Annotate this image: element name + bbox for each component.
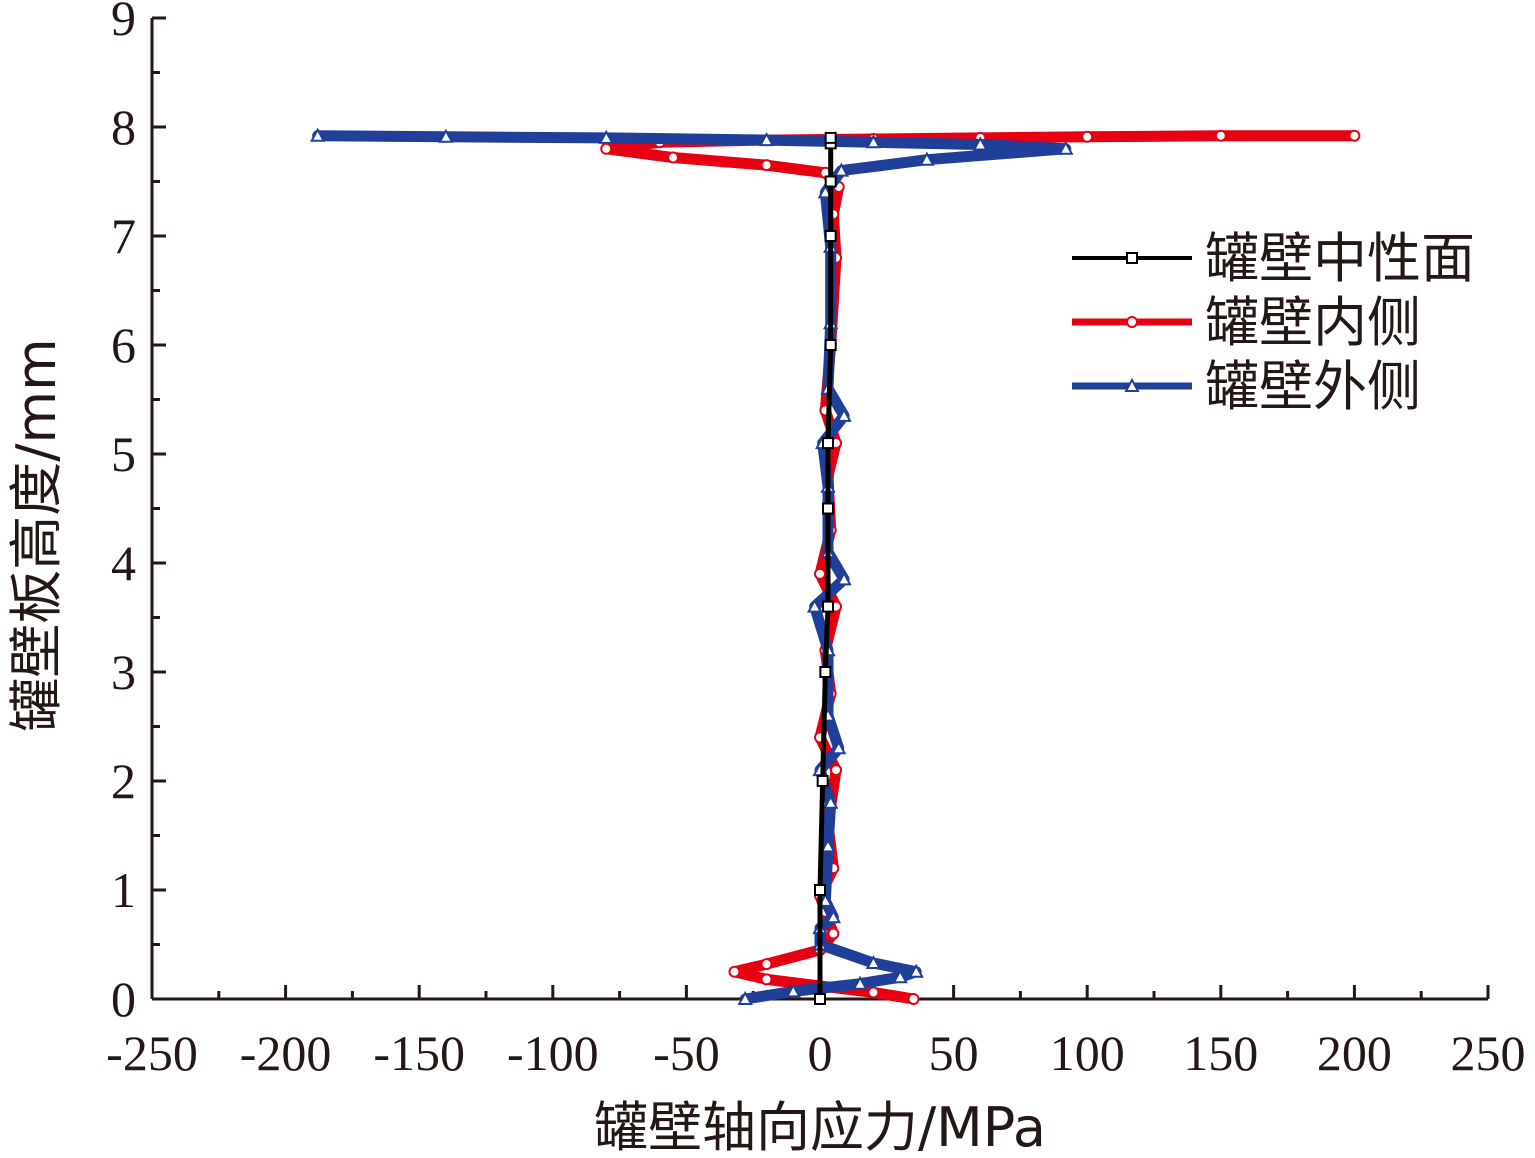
data-point <box>760 159 773 172</box>
data-point <box>598 129 614 144</box>
data-point <box>865 134 882 149</box>
data-point <box>760 958 773 971</box>
data-point <box>919 151 935 166</box>
x-tick-label: -150 <box>373 1025 465 1081</box>
legend-item: 罐壁外侧 <box>1072 355 1421 418</box>
y-tick-label: 0 <box>111 971 136 1027</box>
x-tick-label: 50 <box>929 1025 979 1081</box>
data-point <box>1058 140 1074 155</box>
x-tick-label: 0 <box>808 1025 833 1081</box>
data-point <box>820 838 836 853</box>
y-tick-label: 6 <box>111 317 136 373</box>
data-point <box>892 969 908 984</box>
series-line <box>312 130 1072 1005</box>
y-tick-label: 3 <box>111 644 136 700</box>
data-point <box>908 963 924 978</box>
x-tick-label: -50 <box>653 1025 720 1081</box>
data-point <box>825 909 842 924</box>
data-point <box>814 993 826 1005</box>
x-tick-label: 150 <box>1183 1025 1258 1081</box>
y-tick-label: 9 <box>111 0 136 46</box>
axes: -250 -200 -150 -100 -50 0 50 100 150 200 250 0 1 2 3 4 5… <box>106 0 1525 1081</box>
y-tick-label: 8 <box>111 99 136 155</box>
x-tick-label: -250 <box>106 1025 198 1081</box>
y-tick-label: 4 <box>111 535 136 591</box>
data-point <box>785 983 801 998</box>
data-point <box>758 131 775 147</box>
legend-marker <box>1124 377 1140 392</box>
legend-label: 罐壁中性面 <box>1205 227 1475 290</box>
series-layer <box>309 127 1361 1005</box>
data-point <box>737 990 753 1005</box>
legend-marker <box>1126 316 1138 328</box>
data-point <box>824 339 837 351</box>
legend-label: 罐壁内侧 <box>1205 291 1421 354</box>
data-point <box>831 740 847 755</box>
data-point <box>823 794 839 809</box>
series-line <box>817 135 834 1002</box>
y-tick-label: 1 <box>111 862 136 918</box>
data-point <box>852 975 868 990</box>
y-axis-title: 罐壁板高度/mm <box>5 338 68 731</box>
data-point <box>836 571 852 586</box>
x-tick-label: -100 <box>507 1025 599 1081</box>
data-point <box>309 127 326 142</box>
data-point <box>822 600 835 613</box>
data-point <box>1348 129 1361 142</box>
legend-marker <box>1126 252 1138 264</box>
y-tick-label: 2 <box>111 753 136 809</box>
data-point <box>760 973 773 986</box>
data-point <box>836 407 852 422</box>
data-point <box>907 993 920 1005</box>
series-1 <box>814 131 837 1005</box>
x-tick-label: 100 <box>1050 1025 1125 1081</box>
data-point <box>819 666 832 678</box>
data-point <box>814 567 826 580</box>
x-tick-label: 200 <box>1317 1025 1392 1081</box>
data-point <box>830 764 843 777</box>
data-point <box>438 128 454 143</box>
x-tick-label: -200 <box>240 1025 332 1081</box>
y-tick-label: 5 <box>111 426 136 482</box>
data-point <box>972 136 989 151</box>
data-point <box>827 927 840 940</box>
x-tick-label: 250 <box>1451 1025 1526 1081</box>
data-point <box>1214 129 1227 142</box>
legend-label: 罐壁外侧 <box>1205 355 1421 418</box>
data-point <box>814 884 826 896</box>
data-point <box>833 162 850 177</box>
x-axis-title: 罐壁轴向应力/MPa <box>594 1096 1046 1158</box>
data-point <box>667 151 680 164</box>
data-point <box>824 131 837 144</box>
legend-item: 罐壁内侧 <box>1072 291 1421 354</box>
data-point <box>1081 130 1094 143</box>
data-point <box>824 175 837 188</box>
data-point <box>824 230 837 242</box>
data-point <box>600 142 613 155</box>
data-point <box>728 965 741 978</box>
data-point <box>822 502 835 515</box>
data-point <box>865 954 882 970</box>
y-tick-label: 7 <box>111 208 136 264</box>
data-point <box>867 986 880 999</box>
data-point <box>806 598 823 613</box>
data-point <box>822 437 835 450</box>
series-3 <box>309 127 1074 1005</box>
data-point <box>816 775 829 787</box>
legend-item: 罐壁中性面 <box>1072 227 1475 290</box>
